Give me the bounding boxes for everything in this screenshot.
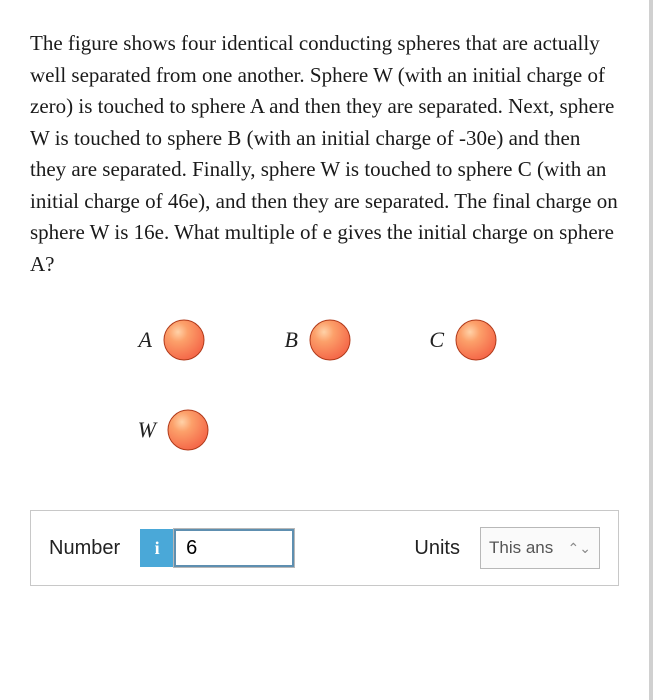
sphere-C: C bbox=[422, 318, 498, 362]
problem-text: The figure shows four identical conducti… bbox=[30, 28, 619, 280]
info-button[interactable]: i bbox=[140, 529, 174, 567]
problem-statement: The figure shows four identical conducti… bbox=[30, 31, 618, 276]
sphere-B-icon bbox=[308, 318, 352, 362]
sphere-W-label: W bbox=[134, 417, 156, 443]
spheres-row-top: A B C bbox=[130, 310, 619, 370]
answer-row: Number i Units This ans ⌃⌄ bbox=[30, 510, 619, 586]
chevron-updown-icon: ⌃⌄ bbox=[568, 540, 591, 557]
sphere-A: A bbox=[130, 318, 206, 362]
sphere-W-icon bbox=[166, 408, 210, 452]
sphere-A-icon bbox=[162, 318, 206, 362]
sphere-C-label: C bbox=[422, 327, 444, 353]
sphere-C-icon bbox=[454, 318, 498, 362]
units-select[interactable]: This ans ⌃⌄ bbox=[480, 527, 600, 569]
sphere-W: W bbox=[134, 408, 210, 452]
info-icon: i bbox=[155, 538, 160, 559]
sphere-A-label: A bbox=[130, 327, 152, 353]
units-label: Units bbox=[414, 537, 460, 560]
number-input-group: i bbox=[140, 529, 294, 567]
units-placeholder: This ans bbox=[489, 538, 553, 558]
sphere-B-label: B bbox=[276, 327, 298, 353]
number-label: Number bbox=[49, 537, 120, 560]
number-input[interactable] bbox=[174, 529, 294, 567]
spheres-figure: A B C bbox=[30, 310, 619, 490]
sphere-B: B bbox=[276, 318, 352, 362]
spheres-row-bottom: W bbox=[134, 400, 619, 460]
